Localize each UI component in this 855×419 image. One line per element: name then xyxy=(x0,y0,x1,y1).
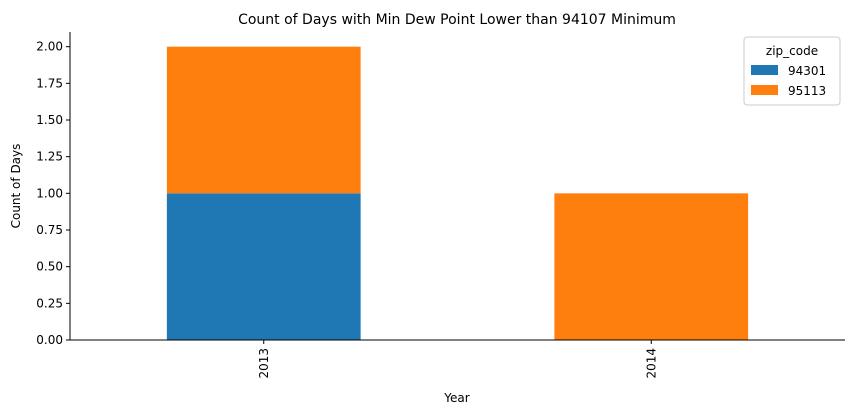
x-axis-label: Year xyxy=(443,391,469,405)
bar-2013-95113 xyxy=(166,46,361,194)
legend-label-94301: 94301 xyxy=(788,64,826,78)
x-ticks: 2013 2014 xyxy=(257,340,658,379)
y-axis-label: Count of Days xyxy=(9,144,23,229)
y-tick-label: 1.75 xyxy=(36,76,63,90)
x-tick-label: 2014 xyxy=(644,348,658,379)
y-tick-label: 2.00 xyxy=(36,40,63,54)
plot-area xyxy=(166,46,749,340)
y-tick-label: 1.25 xyxy=(36,150,63,164)
y-tick-label: 1.50 xyxy=(36,113,63,127)
legend-swatch-95113 xyxy=(751,85,778,95)
x-tick-label: 2013 xyxy=(257,348,271,379)
legend: zip_code 94301 95113 xyxy=(743,36,841,106)
y-tick-label: 1.00 xyxy=(36,186,63,200)
y-tick-label: 0.50 xyxy=(36,260,63,274)
bar-2013-94301 xyxy=(166,193,361,340)
y-tick-label: 0.75 xyxy=(36,223,63,237)
legend-swatch-94301 xyxy=(751,65,778,75)
bar-2014-95113 xyxy=(554,193,749,340)
legend-title: zip_code xyxy=(766,44,818,58)
chart-title: Count of Days with Min Dew Point Lower t… xyxy=(238,12,676,28)
legend-label-95113: 95113 xyxy=(788,84,826,98)
y-ticks: 0.00 0.25 0.50 0.75 1.00 1.25 1.50 1.75 2.00 xyxy=(36,40,70,347)
legend-items: 94301 95113 xyxy=(751,64,826,98)
y-tick-label: 0.00 xyxy=(36,333,63,347)
y-tick-label: 0.25 xyxy=(36,296,63,310)
